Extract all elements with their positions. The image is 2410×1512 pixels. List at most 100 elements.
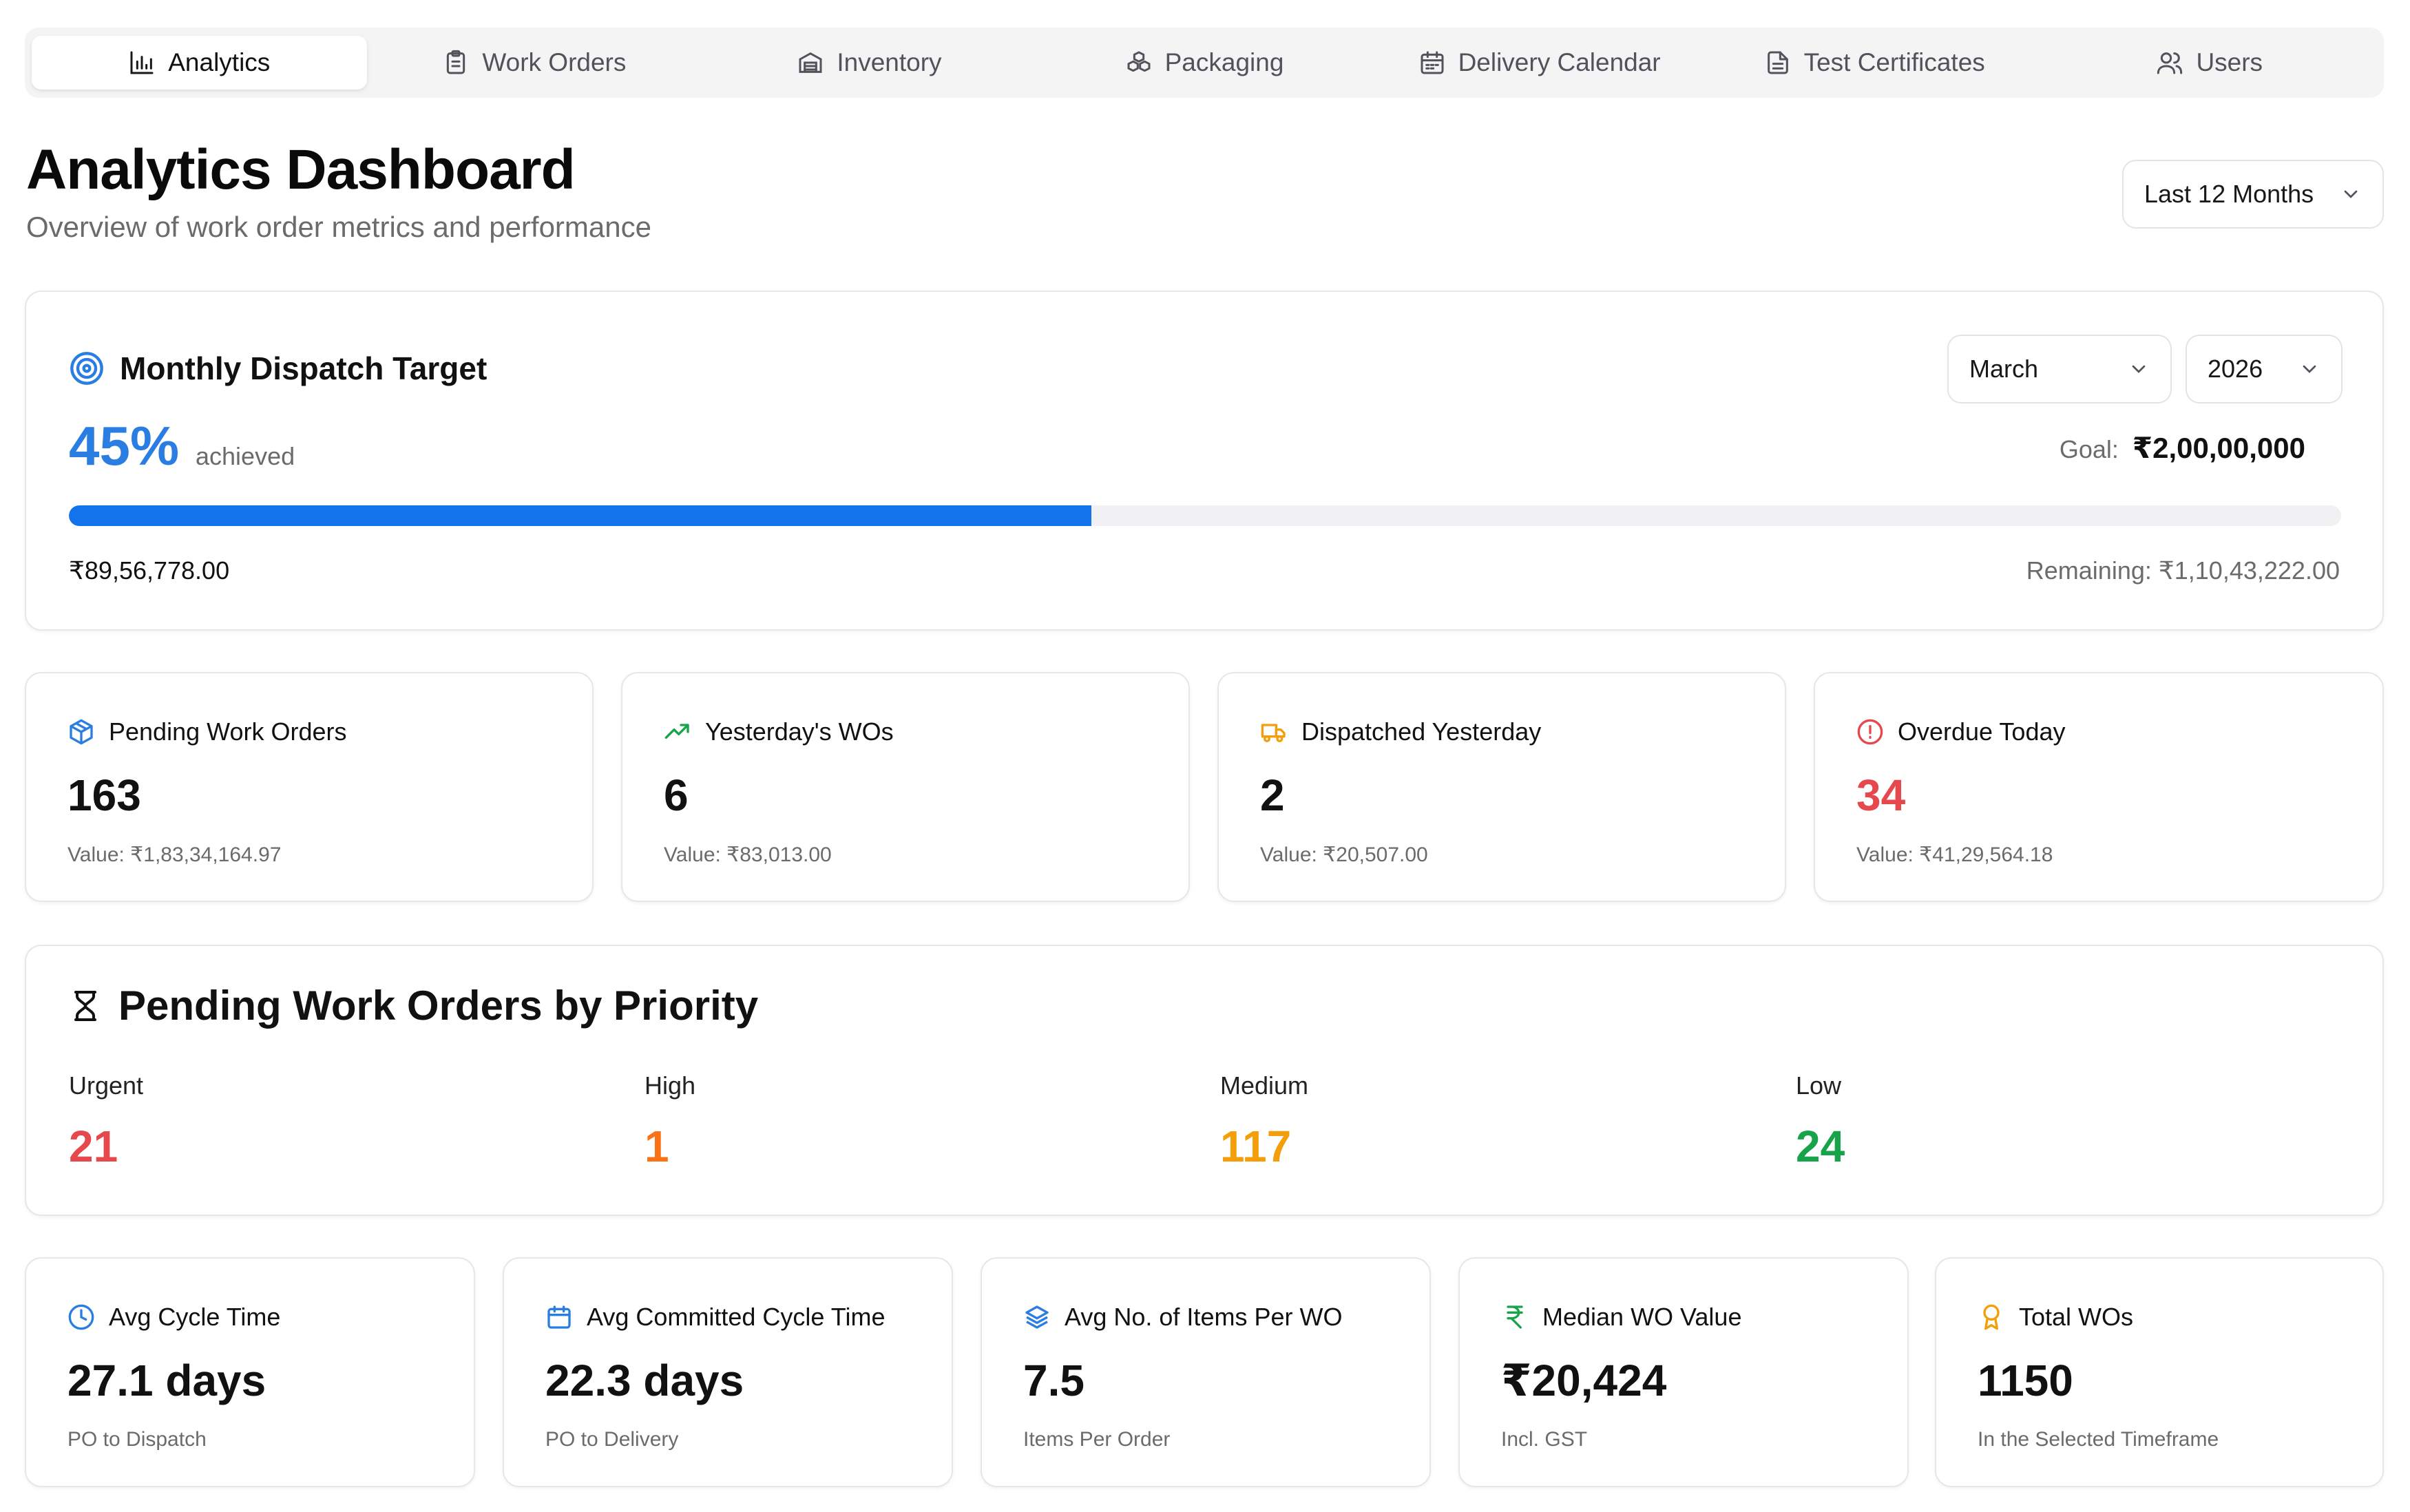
priority-label: Medium	[1220, 1071, 1309, 1100]
chevron-down-icon	[2298, 358, 2320, 380]
tab-analytics[interactable]: Analytics	[32, 36, 367, 90]
kpi-card-pending: Pending Work Orders 163 Value: ₹1,83,34,…	[25, 672, 594, 902]
goal-label: Goal:	[2059, 435, 2119, 463]
calendar-icon	[1418, 49, 1446, 76]
stat-header: Avg Committed Cycle Time	[545, 1303, 885, 1332]
kpi-label: Pending Work Orders	[109, 717, 347, 746]
kpi-label: Dispatched Yesterday	[1301, 717, 1542, 746]
award-icon	[1978, 1303, 2005, 1331]
stat-label: Avg Committed Cycle Time	[587, 1303, 886, 1331]
priority-high: High 1	[645, 1071, 695, 1172]
timeframe-select-value: Last 12 Months	[2144, 180, 2314, 208]
timeframe-select[interactable]: Last 12 Months	[2122, 160, 2384, 229]
tab-users[interactable]: Users	[2042, 36, 2377, 90]
tab-work-orders[interactable]: Work Orders	[367, 36, 702, 90]
kpi-value: 163	[67, 770, 141, 820]
dispatch-percent: 45%	[69, 415, 180, 476]
stat-subtext: In the Selected Timeframe	[1978, 1428, 2219, 1451]
priority-label: Urgent	[69, 1071, 144, 1100]
stat-label: Median WO Value	[1542, 1303, 1742, 1331]
stat-card-total-wos: Total WOs 1150 In the Selected Timeframe	[1935, 1257, 2384, 1487]
layers-icon	[1023, 1303, 1051, 1331]
stat-label: Avg No. of Items Per WO	[1065, 1303, 1343, 1331]
stat-value: 7.5	[1023, 1356, 1084, 1405]
page-subtitle: Overview of work order metrics and perfo…	[26, 211, 651, 243]
document-icon	[1764, 49, 1792, 76]
tab-label: Analytics	[168, 48, 271, 76]
kpi-header: Pending Work Orders	[67, 717, 346, 746]
kpi-label: Overdue Today	[1898, 717, 2066, 746]
priority-low: Low 24	[1796, 1071, 1845, 1172]
dispatch-progress-bar	[69, 505, 2341, 526]
main-nav: Analytics Work Orders Inventory Packagin…	[25, 28, 2384, 98]
boxes-icon	[1125, 49, 1153, 76]
kpi-header: Yesterday's WOs	[664, 717, 894, 746]
kpi-subvalue: Value: ₹83,013.00	[664, 843, 832, 866]
dispatch-goal: Goal: ₹2,00,00,000	[2060, 431, 2305, 465]
trending-up-icon	[664, 718, 691, 746]
kpi-card-yesterday-wos: Yesterday's WOs 6 Value: ₹83,013.00	[621, 672, 1190, 902]
target-icon	[69, 350, 105, 386]
kpi-subvalue: Value: ₹41,29,564.18	[1856, 843, 2053, 866]
calendar-icon	[545, 1303, 573, 1331]
stat-card-avg-cycle-time: Avg Cycle Time 27.1 days PO to Dispatch	[25, 1257, 475, 1487]
year-select-value: 2026	[2208, 355, 2263, 383]
priority-title-text: Pending Work Orders by Priority	[118, 983, 759, 1029]
dispatch-remaining: Remaining: ₹1,10,43,222.00	[2026, 556, 2340, 585]
page-title: Analytics Dashboard	[26, 138, 576, 201]
truck-icon	[1260, 718, 1288, 746]
stat-value: 1150	[1978, 1356, 2073, 1405]
priority-value: 1	[645, 1122, 669, 1171]
tab-label: Work Orders	[482, 48, 627, 76]
chevron-down-icon	[2128, 358, 2150, 380]
tab-inventory[interactable]: Inventory	[702, 36, 1037, 90]
kpi-header: Overdue Today	[1856, 717, 2066, 746]
kpi-subvalue: Value: ₹1,83,34,164.97	[67, 843, 282, 866]
stat-card-avg-items-per-wo: Avg No. of Items Per WO 7.5 Items Per Or…	[981, 1257, 1431, 1487]
stat-value: 22.3 days	[545, 1356, 744, 1405]
rupee-icon	[1501, 1303, 1529, 1331]
tab-label: Users	[2196, 48, 2263, 76]
kpi-header: Dispatched Yesterday	[1260, 717, 1541, 746]
kpi-value: 34	[1856, 770, 1906, 820]
tab-packaging[interactable]: Packaging	[1037, 36, 1372, 90]
dispatch-target-card: Monthly Dispatch Target March 2026 45% a…	[25, 291, 2384, 631]
stat-value: 27.1 days	[67, 1356, 266, 1405]
priority-label: Low	[1796, 1071, 1842, 1100]
hourglass-icon	[69, 989, 102, 1022]
stat-subtext: Items Per Order	[1023, 1428, 1171, 1451]
tab-label: Test Certificates	[1803, 48, 1985, 76]
priority-urgent: Urgent 21	[69, 1071, 143, 1172]
dispatch-achieved-label: achieved	[196, 442, 295, 470]
stat-subtext: PO to Delivery	[545, 1428, 679, 1451]
tab-label: Inventory	[837, 48, 942, 76]
dispatch-achieved-amount: ₹89,56,778.00	[69, 556, 230, 585]
dispatch-target-title-text: Monthly Dispatch Target	[120, 350, 488, 386]
priority-label: High	[645, 1071, 696, 1100]
stat-header: Median WO Value	[1501, 1303, 1741, 1332]
tab-delivery-calendar[interactable]: Delivery Calendar	[1372, 36, 1707, 90]
month-select[interactable]: March	[1947, 335, 2172, 403]
priority-value: 21	[69, 1122, 118, 1171]
clock-icon	[67, 1303, 95, 1331]
kpi-value: 2	[1260, 770, 1285, 820]
stat-subtext: Incl. GST	[1501, 1428, 1588, 1451]
users-icon	[2156, 49, 2183, 76]
month-select-value: March	[1969, 355, 2039, 383]
clipboard-icon	[442, 49, 470, 76]
chevron-down-icon	[2340, 183, 2362, 205]
tab-label: Packaging	[1164, 48, 1284, 76]
priority-card: Pending Work Orders by Priority Urgent 2…	[25, 945, 2384, 1216]
tab-test-certificates[interactable]: Test Certificates	[1707, 36, 2042, 90]
stat-value: ₹20,424	[1501, 1356, 1667, 1405]
stat-subtext: PO to Dispatch	[67, 1428, 207, 1451]
priority-value: 117	[1220, 1122, 1292, 1171]
priority-medium: Medium 117	[1220, 1071, 1308, 1172]
goal-value: ₹2,00,00,000	[2132, 432, 2305, 464]
bar-chart-icon	[128, 49, 156, 76]
alert-circle-icon	[1856, 718, 1884, 746]
year-select[interactable]: 2026	[2186, 335, 2343, 403]
priority-title: Pending Work Orders by Priority	[69, 982, 758, 1029]
kpi-card-overdue: Overdue Today 34 Value: ₹41,29,564.18	[1814, 672, 2384, 902]
package-icon	[67, 718, 95, 746]
